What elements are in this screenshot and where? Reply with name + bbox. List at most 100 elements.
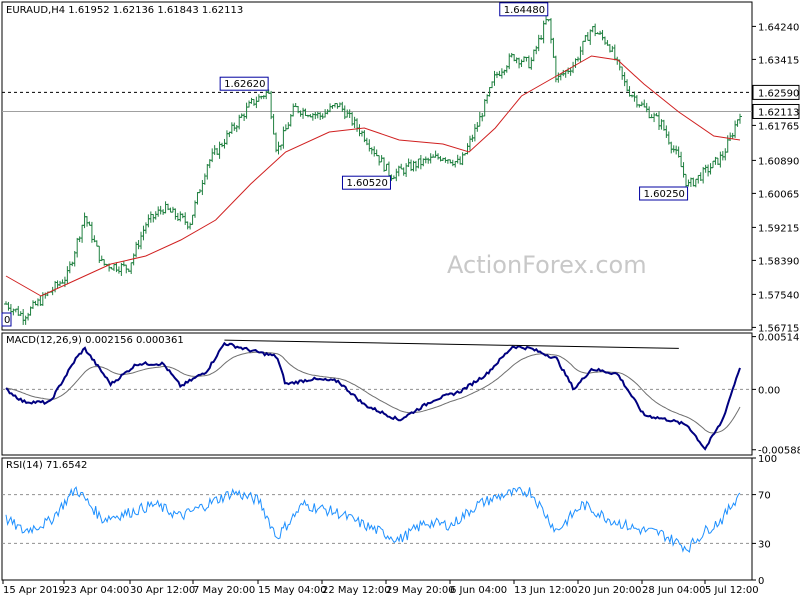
price-bar <box>600 29 605 41</box>
price-bar <box>487 87 492 97</box>
price-bar <box>303 108 308 117</box>
price-bar <box>156 206 161 217</box>
price-bar <box>254 96 259 109</box>
price-tag-box <box>752 103 800 119</box>
watermark-layer: ActionForex.com <box>447 251 647 279</box>
price-bar <box>708 163 713 175</box>
price-bar <box>320 113 325 120</box>
price-annotation: 1.60250 <box>639 186 689 201</box>
price-ytick-label: 1.62113 <box>758 107 799 118</box>
price-bar <box>249 97 254 104</box>
price-ytick-label: 1.59215 <box>758 223 799 234</box>
price-bar <box>610 45 615 53</box>
price-bar <box>622 72 627 87</box>
price-bar <box>416 158 421 169</box>
price-bar <box>210 148 215 163</box>
price-bar <box>679 151 684 168</box>
price-bar <box>536 34 541 52</box>
price-bar <box>382 157 387 172</box>
price-bar <box>139 231 144 250</box>
price-bar <box>526 55 531 69</box>
price-bar <box>580 40 585 55</box>
price-bar <box>509 52 514 58</box>
price-bar <box>224 130 229 145</box>
price-panel[interactable]: 1.64480 1.62620 1.60520 1.60250 0 <box>1 2 752 327</box>
price-bar <box>465 143 470 155</box>
macd-ytick-label: 0.00 <box>758 385 780 396</box>
price-bar <box>116 266 121 274</box>
price-bar <box>195 192 200 205</box>
price-bar <box>274 132 279 153</box>
price-bar <box>183 212 188 225</box>
price-bar <box>499 68 504 79</box>
rsi-line <box>5 486 741 553</box>
rsi-ytick-label: 0 <box>758 576 764 587</box>
price-ytick-label: 1.62590 <box>758 88 799 99</box>
price-bar <box>77 236 82 243</box>
price-bar <box>423 156 428 164</box>
price-bar <box>612 44 617 61</box>
price-bar <box>251 99 256 106</box>
price-bar <box>475 122 480 132</box>
price-bar <box>141 225 146 241</box>
price-bar <box>691 177 696 187</box>
price-bar <box>6 301 11 311</box>
price-bar <box>315 111 320 119</box>
price-bar <box>627 86 632 97</box>
price-bar <box>472 123 477 142</box>
price-bar <box>75 237 80 258</box>
price-bar <box>671 145 676 153</box>
x-tick-label: 23 Apr 04:00 <box>64 585 129 596</box>
price-bar <box>168 207 173 213</box>
price-bar <box>539 35 544 40</box>
x-tick-label: 6 Jun 04:00 <box>450 585 507 596</box>
price-bar <box>161 209 166 215</box>
price-bar <box>269 90 274 120</box>
price-bar <box>534 45 539 55</box>
price-bar <box>178 211 183 222</box>
price-bar <box>720 151 725 161</box>
price-bar <box>94 240 99 247</box>
price-bar <box>234 124 239 133</box>
price-bar <box>404 163 409 177</box>
rsi-frame <box>1 457 753 581</box>
price-bar <box>593 23 598 37</box>
price-bar <box>136 240 141 250</box>
price-bar <box>669 141 674 154</box>
price-bar <box>553 55 558 83</box>
price-bar <box>151 213 156 223</box>
x-tick-label: 28 Jun 04:00 <box>642 585 706 596</box>
price-bar <box>80 224 85 243</box>
x-tick-label: 5 Jul 12:00 <box>705 585 759 596</box>
rsi-panel[interactable] <box>2 486 752 553</box>
macd-panel[interactable] <box>2 339 752 451</box>
rsi-panel-title: RSI(14) 71.6542 <box>6 460 87 471</box>
price-bar <box>256 94 261 102</box>
price-bar <box>188 222 193 230</box>
price-bar <box>637 104 642 108</box>
price-bar <box>480 112 485 122</box>
price-bar <box>467 135 472 151</box>
price-bar <box>418 154 423 170</box>
x-tick-label: 29 May 20:00 <box>386 585 455 596</box>
price-ytick-label: 1.57540 <box>758 290 799 301</box>
price-bar <box>261 95 266 100</box>
price-bar <box>531 49 536 62</box>
price-bar <box>220 142 225 148</box>
price-annotation-label: 1.60250 <box>644 189 685 200</box>
price-bar <box>283 124 288 132</box>
price-bar <box>706 164 711 177</box>
price-bar <box>337 102 342 108</box>
price-bar <box>190 214 195 225</box>
watermark-text: ActionForex.com <box>447 251 647 279</box>
x-tick-label: 20 Jun 20:00 <box>578 585 642 596</box>
price-bar <box>384 163 389 171</box>
price-bar <box>163 201 168 214</box>
price-bar <box>301 107 306 119</box>
price-bar <box>394 168 399 182</box>
price-bar <box>578 46 583 63</box>
price-bar <box>313 112 318 120</box>
price-bar <box>355 118 360 132</box>
